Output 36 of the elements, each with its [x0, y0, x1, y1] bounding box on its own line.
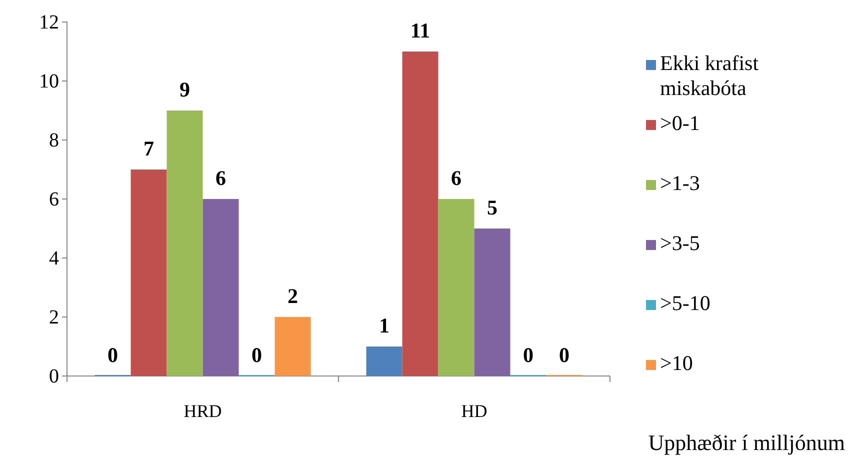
- x-axis-title: Upphæðir í milljónum: [648, 430, 845, 455]
- bar: [402, 52, 438, 376]
- data-label: 5: [487, 196, 498, 220]
- bar: [166, 110, 203, 376]
- legend-label: >0-1: [660, 111, 700, 135]
- data-label: 1: [379, 314, 390, 338]
- data-label: 11: [410, 18, 430, 42]
- y-tick-label: 8: [49, 129, 59, 152]
- data-label: 7: [144, 136, 154, 160]
- data-label: 0: [252, 343, 262, 367]
- y-tick-label: 10: [39, 70, 59, 92]
- legend-label: >10: [660, 351, 693, 375]
- y-tick-label: 6: [49, 188, 59, 210]
- bar: [366, 346, 402, 376]
- data-label: 2: [288, 284, 298, 308]
- y-tick-label: 2: [49, 306, 59, 328]
- bar: [130, 170, 167, 376]
- legend-label: Ekki krafist miskabóta: [660, 51, 759, 100]
- data-label: 0: [523, 343, 534, 367]
- legend-label: >1-3: [660, 171, 700, 195]
- bar: [202, 199, 239, 376]
- x-tick-label: HRD: [184, 400, 222, 421]
- bar: [438, 199, 474, 376]
- y-tick-label: 0: [49, 365, 59, 388]
- legend-label: >3-5: [660, 231, 700, 255]
- x-tick-label: HD: [461, 400, 488, 421]
- bar: [474, 228, 510, 376]
- y-tick-label: 4: [49, 247, 59, 270]
- bar: [274, 317, 311, 376]
- data-label: 0: [559, 343, 570, 367]
- data-label: 6: [451, 166, 462, 190]
- data-label: 9: [180, 78, 190, 102]
- data-label: 0: [108, 343, 118, 367]
- data-label: 6: [216, 166, 226, 190]
- y-tick-label: 12: [39, 11, 59, 34]
- legend-label: >5-10: [660, 291, 710, 315]
